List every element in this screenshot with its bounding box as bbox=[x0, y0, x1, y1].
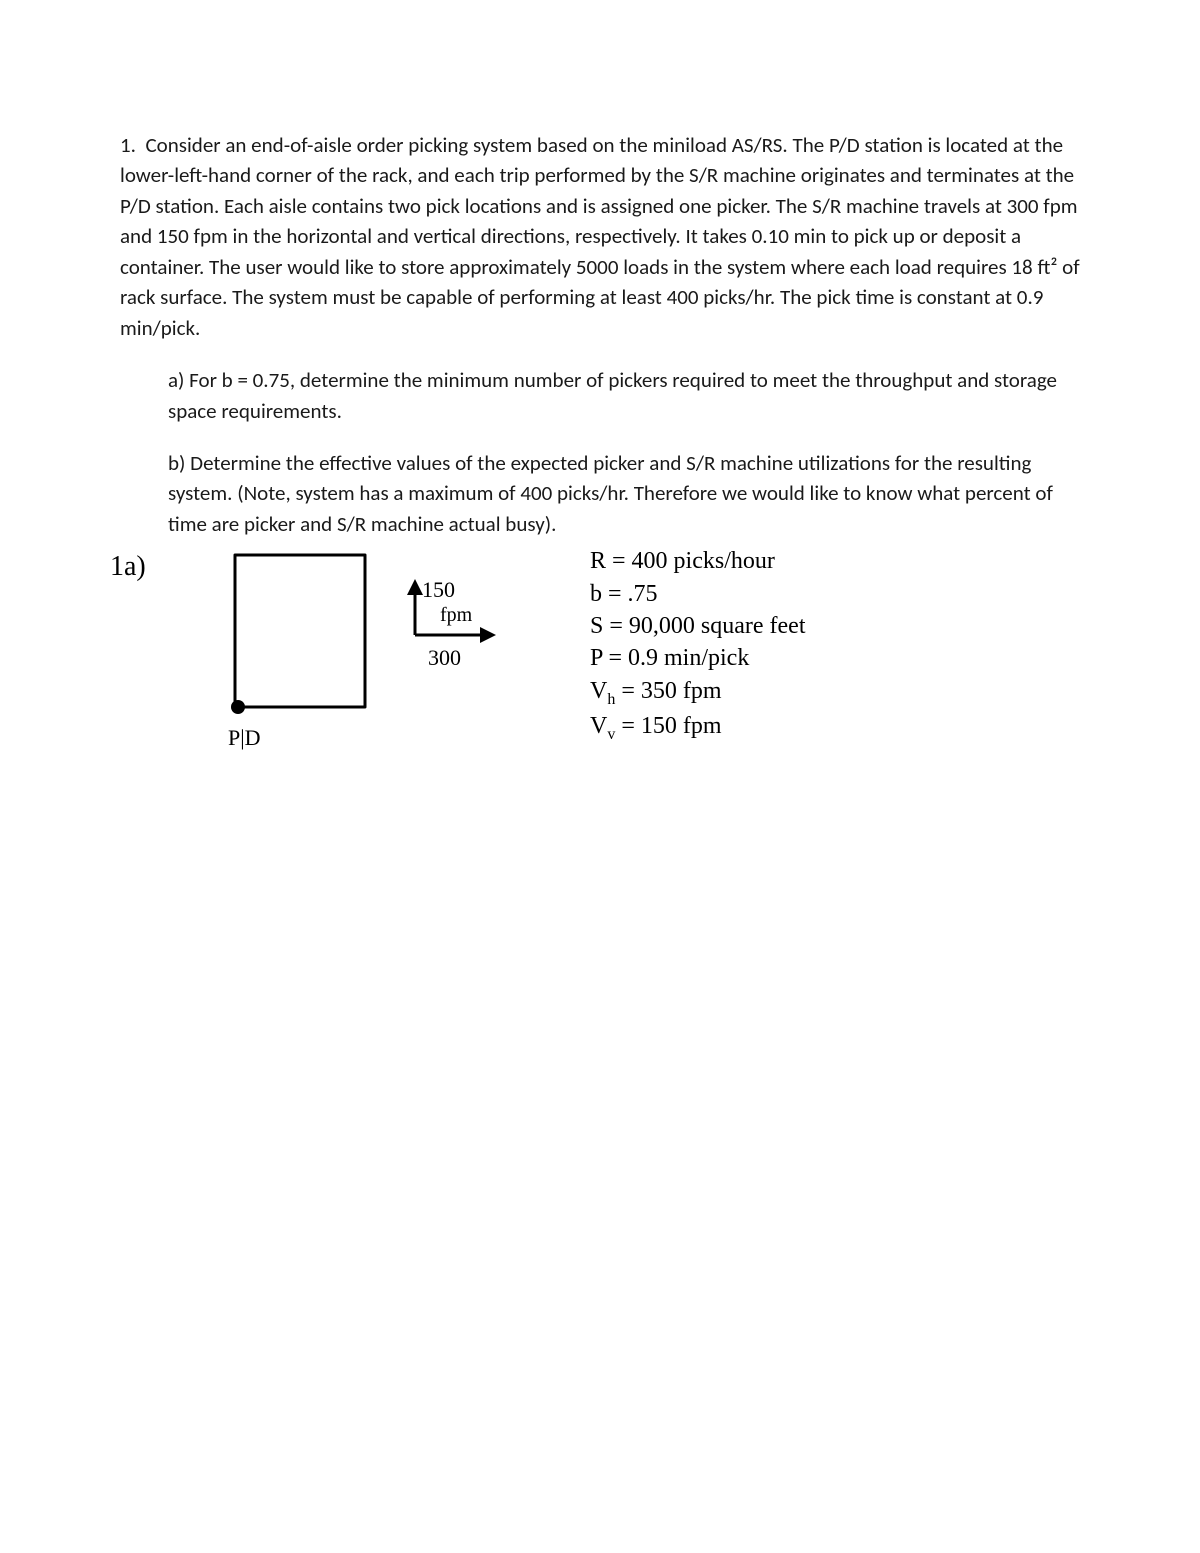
horizontal-speed-label: 300 bbox=[428, 645, 461, 670]
part-a-label: 1a) bbox=[110, 551, 146, 583]
rack-outline bbox=[235, 555, 365, 707]
var-S: S = 90,000 square feet bbox=[590, 610, 805, 642]
horizontal-arrow-head bbox=[480, 627, 496, 643]
pd-point bbox=[231, 700, 245, 714]
rack-diagram: P|D 150 fpm 300 bbox=[190, 547, 550, 792]
vv-rest: = 150 fpm bbox=[615, 713, 721, 739]
part-b-text: b) Determine the effective values of the… bbox=[168, 448, 1068, 539]
page: 1. Consider an end-of-aisle order pickin… bbox=[0, 0, 1200, 1553]
problem-number: 1. bbox=[120, 132, 136, 158]
pd-label: P|D bbox=[228, 725, 261, 750]
var-b: b = .75 bbox=[590, 578, 805, 610]
var-R: R = 400 picks/hour bbox=[590, 545, 805, 577]
var-Vh: Vh = 350 fpm bbox=[590, 675, 805, 710]
vh-rest: = 350 fpm bbox=[615, 678, 721, 704]
var-P: P = 0.9 min/pick bbox=[590, 642, 805, 674]
vertical-arrow-head bbox=[407, 579, 423, 595]
given-variables: R = 400 picks/hour b = .75 S = 90,000 sq… bbox=[590, 545, 805, 745]
problem-text: Consider an end-of-aisle order picking s… bbox=[120, 132, 1080, 341]
part-a-text: a) For b = 0.75, determine the minimum n… bbox=[168, 365, 1068, 426]
var-Vv: Vv = 150 fpm bbox=[590, 710, 805, 745]
speed-unit-label: fpm bbox=[440, 604, 473, 626]
vh-prefix: V bbox=[590, 678, 607, 704]
problem-statement: 1. Consider an end-of-aisle order pickin… bbox=[120, 130, 1080, 343]
vertical-speed-label: 150 bbox=[422, 577, 455, 602]
handwriting-area: 1a) P|D 150 fpm bbox=[120, 551, 1080, 811]
vv-prefix: V bbox=[590, 713, 607, 739]
